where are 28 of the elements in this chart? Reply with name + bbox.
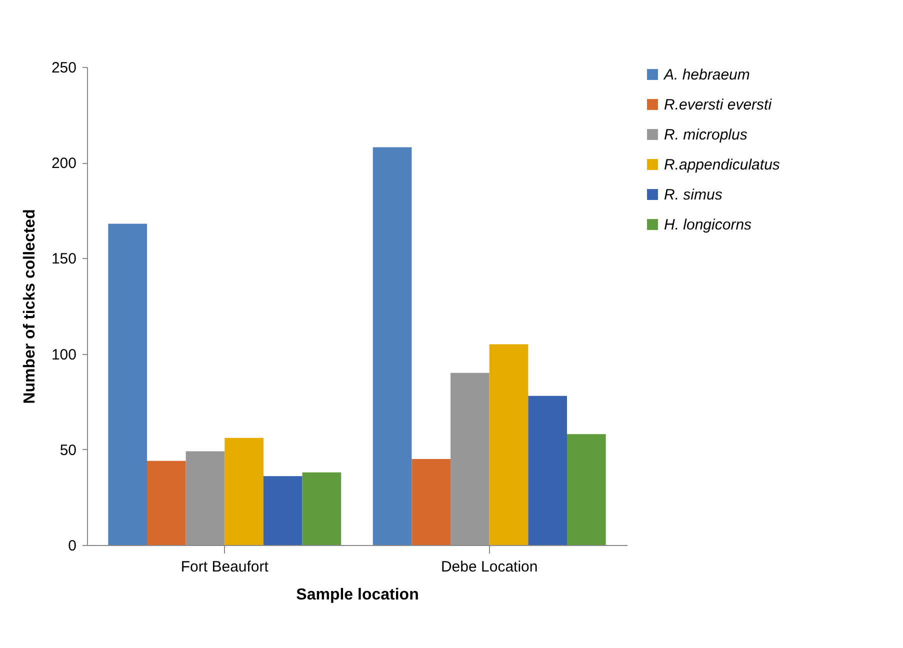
bar	[186, 451, 225, 545]
y-tick-label: 50	[60, 442, 76, 459]
x-tick-label: Fort Beaufort	[180, 558, 270, 576]
bar	[412, 458, 451, 545]
legend-label: R. microplus	[664, 126, 748, 144]
bar	[263, 476, 302, 545]
bar	[450, 372, 490, 545]
bar	[372, 147, 412, 545]
legend-label: R. simus	[664, 186, 723, 204]
bar	[224, 438, 264, 545]
x-tick-label: Debe Location	[440, 558, 538, 576]
y-tick-label: 100	[51, 346, 76, 364]
legend-label: H. longicorns	[664, 216, 752, 234]
bar	[147, 460, 186, 545]
bar	[567, 434, 606, 545]
y-tick-label: 0	[68, 538, 76, 554]
legend-label: A. hebraeum	[663, 66, 750, 84]
bar	[302, 472, 342, 545]
y-tick-label: 250	[51, 60, 76, 76]
legend-label: R.eversti eversti	[664, 96, 772, 114]
y-tick-label: 200	[51, 155, 76, 172]
y-tick-label: 150	[51, 250, 76, 268]
x-axis-title: Sample location	[296, 586, 419, 604]
bar	[108, 224, 147, 545]
y-axis-title: Number of ticks collected	[21, 209, 38, 404]
legend-label: R.appendiculatus	[664, 156, 780, 174]
bar	[489, 344, 528, 545]
bar	[528, 396, 567, 545]
